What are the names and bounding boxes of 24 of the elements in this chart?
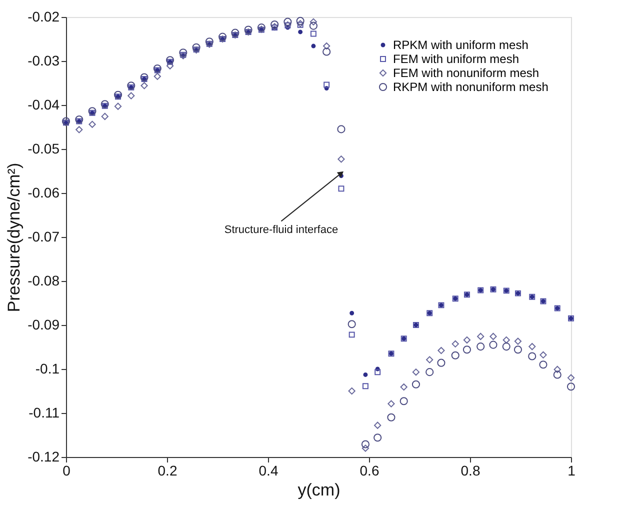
legend-label: RPKM with uniform mesh <box>393 38 528 52</box>
x-tick-label: 1 <box>568 462 576 478</box>
x-tick-label: 0.6 <box>360 462 380 478</box>
y-tick-label: -0.08 <box>28 272 60 288</box>
y-tick-label: -0.11 <box>28 404 60 420</box>
y-tick-label: -0.09 <box>28 316 60 332</box>
y-tick-label: -0.07 <box>28 228 60 244</box>
y-tick-label: -0.05 <box>28 140 60 156</box>
y-tick-label: -0.03 <box>28 52 60 68</box>
y-tick-label: -0.12 <box>28 448 60 464</box>
legend-label: RKPM with nonuniform mesh <box>393 80 548 94</box>
y-tick-label: -0.02 <box>28 8 60 24</box>
x-axis-title: y(cm) <box>298 480 340 500</box>
annotation: Structure-fluid interface <box>224 224 338 236</box>
x-tick-label: 0.2 <box>158 462 178 478</box>
y-tick-label: -0.06 <box>28 184 60 200</box>
legend-label: FEM with nonuniform mesh <box>393 66 540 80</box>
y-tick-label: -0.04 <box>28 96 60 112</box>
x-tick-label: 0.8 <box>460 462 480 478</box>
y-axis-title: Pressure(dyne/cm²) <box>4 162 24 312</box>
y-tick-label: -0.1 <box>35 360 60 376</box>
legend-label: FEM with uniform mesh <box>393 52 520 66</box>
x-tick-label: 0 <box>62 462 71 478</box>
x-tick-label: 0.4 <box>258 462 278 478</box>
